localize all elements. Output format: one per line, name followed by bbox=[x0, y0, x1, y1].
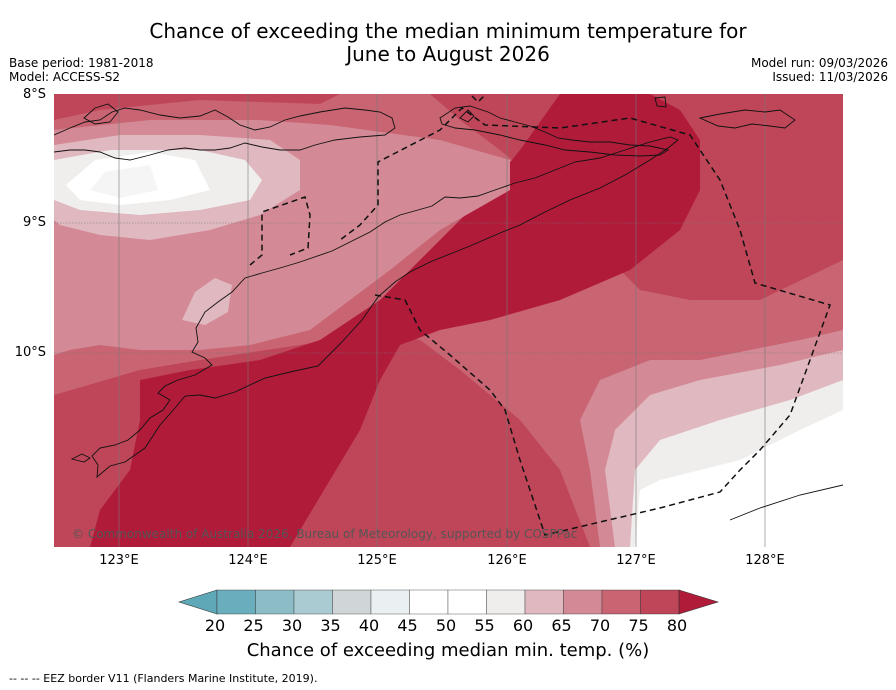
northeast-islands-coastline bbox=[698, 109, 796, 129]
romang-island-coastline bbox=[654, 96, 667, 108]
colorbar-swatch-70-75 bbox=[601, 589, 641, 615]
lat-label-9s: 9°S bbox=[22, 215, 46, 230]
wetar-island-coastline bbox=[439, 105, 670, 157]
atauro-island-coastline bbox=[459, 109, 475, 123]
colorbar-tick-65: 65 bbox=[551, 616, 572, 635]
colorbar-swatch-60-65 bbox=[524, 589, 564, 615]
band-45-50 bbox=[90, 165, 158, 198]
colorbar-tick-75: 75 bbox=[628, 616, 649, 635]
colorbar-swatch-50-55 bbox=[447, 589, 487, 615]
colorbar-label: Chance of exceeding median min. temp. (%… bbox=[246, 640, 650, 661]
lon-label-128e: 128°E bbox=[745, 553, 785, 568]
band-80-plus bbox=[90, 94, 700, 547]
lon-label-126e: 126°E bbox=[487, 553, 527, 568]
colorbar-tick-55: 55 bbox=[474, 616, 495, 635]
southeast-coastline bbox=[729, 484, 843, 521]
colorbar-tick-25: 25 bbox=[243, 616, 264, 635]
pantar-island-coastline bbox=[83, 103, 119, 125]
colorbar-tick-45: 45 bbox=[397, 616, 418, 635]
colorbar-extend-high bbox=[678, 589, 720, 615]
lat-label-10s: 10°S bbox=[14, 345, 46, 360]
lon-label-127e: 127°E bbox=[616, 553, 656, 568]
timor-coastline bbox=[91, 136, 679, 479]
title-line-2: June to August 2026 bbox=[346, 42, 550, 66]
eez-oecusse bbox=[249, 196, 311, 266]
base-period-text: Base period: 1981-2018 bbox=[9, 56, 154, 70]
eez-legend-text: -- -- -- EEZ border V11 (Flanders Marine… bbox=[9, 672, 318, 685]
probability-field bbox=[54, 94, 843, 547]
colorbar-swatch-35-40 bbox=[332, 589, 372, 615]
rote-island-coastline bbox=[70, 453, 91, 463]
eez-northeast bbox=[471, 95, 485, 104]
colorbar-swatch-55-60 bbox=[486, 589, 526, 615]
colorbar-tick-50: 50 bbox=[435, 616, 457, 635]
colorbar-swatch-40-45 bbox=[370, 589, 410, 615]
coastlines bbox=[54, 96, 843, 521]
colorbar-swatch-20-25 bbox=[216, 589, 256, 615]
colorbar-swatch-75-80 bbox=[640, 589, 680, 615]
map-title: Chance of exceeding the median minimum t… bbox=[0, 20, 896, 66]
run-info: Model run: 09/03/2026 Issued: 11/03/2026 bbox=[751, 56, 888, 84]
colorbar-tick-70: 70 bbox=[589, 616, 611, 635]
model-run-text: Model run: 09/03/2026 bbox=[750, 56, 888, 70]
band-50-55-southeast bbox=[635, 410, 843, 547]
colorbar-tick-80: 80 bbox=[666, 616, 688, 635]
colorbar-swatch-65-70 bbox=[563, 589, 603, 615]
issued-text: Issued: 11/03/2026 bbox=[772, 70, 888, 84]
model-text: Model: ACCESS-S2 bbox=[9, 70, 121, 84]
copyright-text: © Commonwealth of Australia 2026, Bureau… bbox=[72, 527, 577, 541]
title-line-1: Chance of exceeding the median minimum t… bbox=[149, 19, 747, 43]
flores-alor-coastline bbox=[54, 107, 396, 161]
model-info: Base period: 1981-2018 Model: ACCESS-S2 bbox=[9, 56, 154, 84]
lat-label-8s: 8°S bbox=[22, 87, 46, 102]
eez-timor-leste-main bbox=[339, 107, 831, 536]
colorbar-extend-low bbox=[178, 589, 218, 615]
lon-label-123e: 123°E bbox=[99, 553, 139, 568]
colorbar-tick-35: 35 bbox=[320, 616, 341, 635]
colorbar-swatch-25-30 bbox=[255, 589, 295, 615]
colorbar bbox=[178, 589, 720, 615]
lon-label-124e: 124°E bbox=[228, 553, 268, 568]
colorbar-tick-40: 40 bbox=[358, 616, 380, 635]
colorbar-tick-30: 30 bbox=[281, 616, 303, 635]
eez-border bbox=[249, 95, 831, 536]
lon-label-125e: 125°E bbox=[357, 553, 397, 568]
colorbar-swatch-30-35 bbox=[293, 589, 333, 615]
colorbar-tick-60: 60 bbox=[512, 616, 534, 635]
band-75-80-northwest bbox=[54, 94, 340, 120]
band-60-65-inner bbox=[182, 278, 232, 325]
colorbar-swatch-45-50 bbox=[409, 589, 449, 615]
colorbar-tick-20: 20 bbox=[204, 616, 226, 635]
